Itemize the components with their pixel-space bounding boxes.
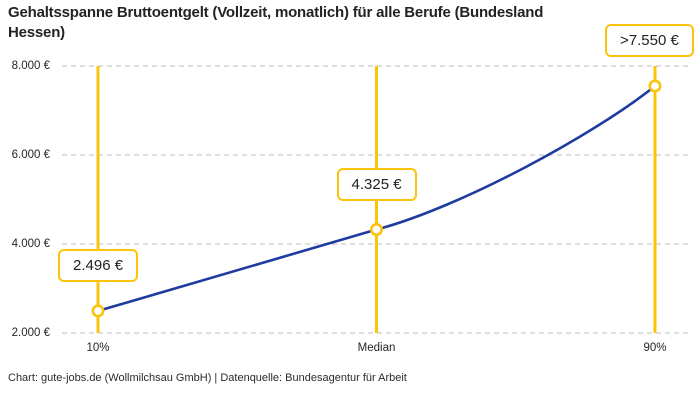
value-label-median: 4.325 € <box>336 167 417 201</box>
data-point-marker <box>648 79 662 93</box>
y-axis-tick-label: 2.000 € <box>11 327 50 339</box>
data-point-marker <box>91 304 105 318</box>
data-point-marker <box>369 223 383 237</box>
value-label-90pct: >7.550 € <box>605 24 694 58</box>
x-axis-tick-label-median: Median <box>357 342 396 354</box>
chart-title-line-1: Gehaltsspanne Bruttoentgelt (Vollzeit, m… <box>8 4 544 21</box>
chart-title-line-2: Hessen) <box>8 23 65 41</box>
y-axis-tick-label: 6.000 € <box>11 149 50 161</box>
x-axis-tick-label-10pct: 10% <box>86 342 110 354</box>
chart-title: Gehaltsspanne Bruttoentgelt (Vollzeit, m… <box>8 3 608 42</box>
x-axis-tick-label-90pct: 90% <box>643 342 667 354</box>
value-label-10pct: 2.496 € <box>58 248 139 282</box>
attribution: Chart: gute-jobs.de (Wollmilchsau GmbH) … <box>8 372 407 384</box>
y-axis-tick-label: 8.000 € <box>11 60 50 72</box>
y-axis-tick-label: 4.000 € <box>11 238 50 250</box>
